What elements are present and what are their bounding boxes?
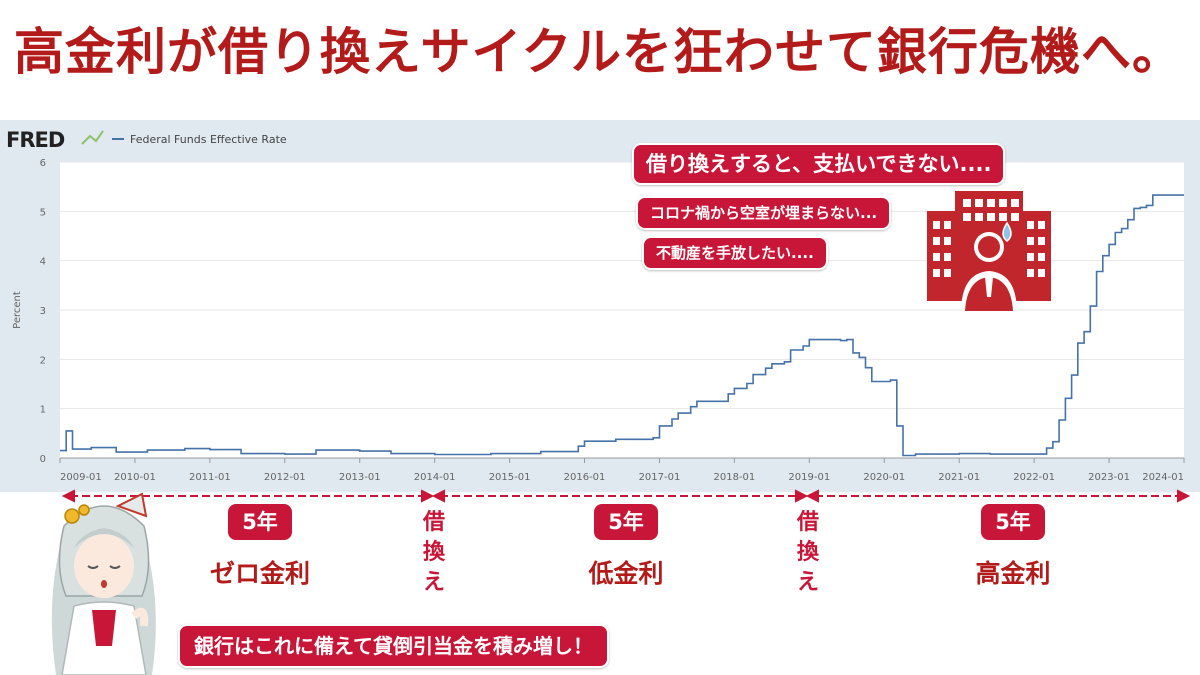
y-tick-label: 5	[40, 207, 46, 218]
x-tick-label: 2012-01	[264, 472, 306, 483]
y-tick-label: 4	[40, 257, 46, 268]
building-with-worried-person-icon	[927, 191, 1051, 313]
x-tick-label: 2024-01	[1142, 472, 1184, 483]
period-label-zero-rate: ゼロ金利	[209, 559, 310, 588]
period-badge-2: 5年	[594, 504, 658, 540]
bottom-caption: 銀行はこれに備えて貸倒引当金を積み増し！	[178, 624, 609, 668]
y-tick-label: 3	[40, 306, 46, 317]
period-badge-3: 5年	[981, 504, 1045, 540]
anime-girl-mascot	[51, 492, 156, 675]
x-tick-label: 2014-01	[414, 472, 456, 483]
x-tick-label: 2017-01	[639, 472, 681, 483]
x-tick-label: 2016-01	[564, 472, 606, 483]
y-tick-label: 1	[40, 405, 46, 416]
period-label-high-rate: 高金利	[975, 559, 1051, 588]
x-tick-label: 2015-01	[489, 472, 531, 483]
x-tick-label: 2010-01	[114, 472, 156, 483]
y-axis-title: Percent	[12, 291, 23, 329]
y-tick-label: 2	[40, 355, 46, 366]
callout-cannot-pay: 借り換えすると、支払いできない....	[632, 143, 1006, 185]
legend-label: Federal Funds Effective Rate	[130, 133, 287, 146]
x-tick-label: 2022-01	[1013, 472, 1055, 483]
callout-sell-property: 不動産を手放したい....	[642, 236, 828, 270]
x-tick-label: 2020-01	[863, 472, 905, 483]
x-tick-label: 2019-01	[788, 472, 830, 483]
y-tick-label: 0	[40, 454, 46, 465]
period-badge-1: 5年	[228, 504, 292, 540]
fred-logo-icon	[81, 130, 104, 145]
period-label-low-rate: 低金利	[588, 559, 664, 588]
page-title: 高金利が借り換えサイクルを狂わせて銀行危機へ。	[14, 23, 1183, 81]
callout-vacancy: コロナ禍から空室が埋まらない...	[636, 196, 892, 230]
y-tick-label: 6	[40, 158, 46, 169]
fred-logo: FRED	[6, 128, 65, 152]
refinance-label-2019: 借換え	[796, 510, 819, 595]
series-line-fed-funds-rate	[60, 194, 1184, 457]
refinance-label-2014: 借換え	[422, 510, 445, 595]
x-tick-label: 2021-01	[938, 472, 980, 483]
x-tick-label: 2013-01	[339, 472, 381, 483]
x-tick-label: 2023-01	[1088, 472, 1130, 483]
x-tick-label: 2009-01	[60, 472, 102, 483]
x-tick-label: 2011-01	[189, 472, 231, 483]
x-tick-label: 2018-01	[714, 472, 756, 483]
timeline-arrows	[61, 489, 1191, 503]
